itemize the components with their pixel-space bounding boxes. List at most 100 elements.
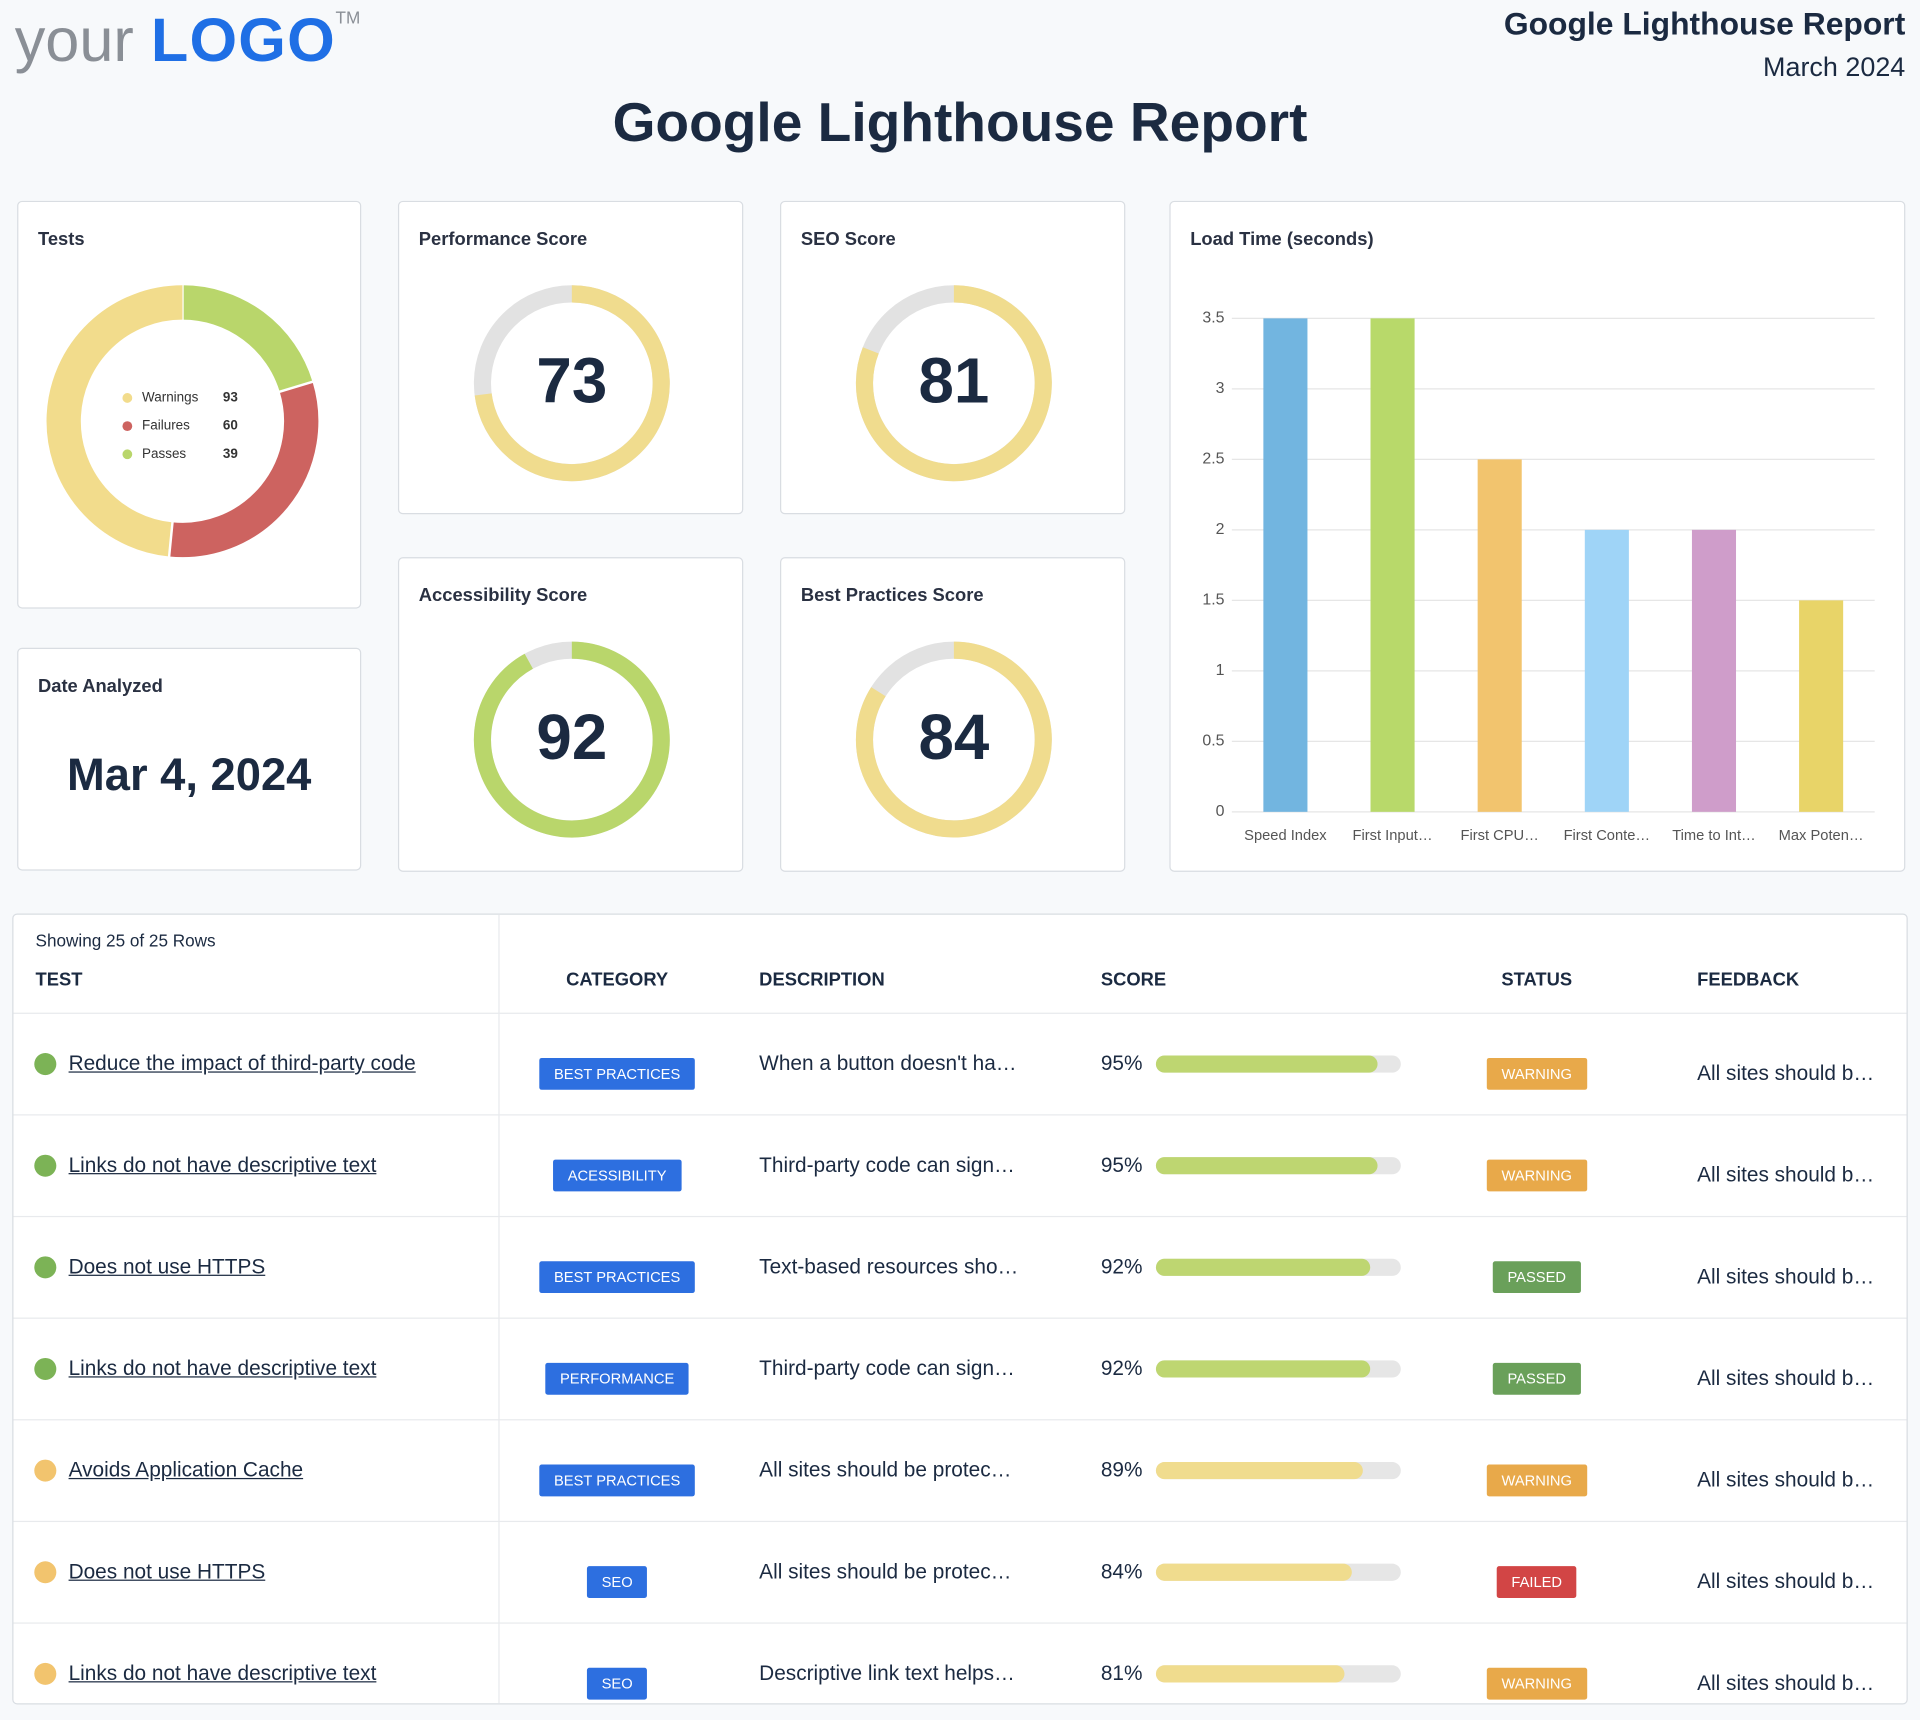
feedback: All sites should b…: [1697, 1366, 1875, 1390]
chart: 0 0.5 1 1.5 2 2.5 3 3.5 Speed Index First Input… F…: [1202, 310, 1875, 844]
card-title: Performance Score: [418, 228, 588, 250]
gauge-arc: [473, 641, 670, 838]
row-separator: [13, 1114, 1907, 1116]
x-tick-label: Speed Index: [1244, 828, 1327, 844]
category-badge: SEO: [586, 1667, 648, 1700]
score-bar: [1155, 1055, 1377, 1073]
legend-value: 60: [223, 418, 238, 433]
bar: [1370, 318, 1415, 812]
chart: 73: [473, 285, 670, 482]
card-title: Best Practices Score: [800, 585, 984, 607]
card-title: Load Time (seconds): [1190, 228, 1374, 250]
gauge-value: 84: [918, 702, 989, 773]
x-tick-label: First CPU…: [1461, 828, 1539, 844]
date-value: Mar 4, 2024: [67, 749, 312, 800]
table-caption: Showing 25 of 25 Rows: [35, 930, 216, 951]
report-title: Google Lighthouse Report: [1503, 4, 1906, 42]
gauge-value: 73: [536, 346, 607, 417]
category-badge: SEO: [586, 1566, 648, 1598]
column-header: FEEDBACK: [1697, 969, 1800, 991]
legend-label: Warnings: [142, 390, 199, 405]
score-bar: [1155, 1563, 1352, 1581]
y-tick-label: 0.5: [1202, 733, 1224, 750]
bar: [1799, 600, 1844, 812]
y-tick-label: 1.5: [1202, 592, 1224, 609]
score-bar: [1155, 1157, 1377, 1175]
donut-segment: [46, 285, 183, 557]
legend-dot: [122, 421, 133, 432]
test-link[interactable]: Links do not have descriptive text: [68, 1153, 377, 1177]
score-label: 95%: [1100, 1153, 1143, 1177]
test-link[interactable]: Does not use HTTPS: [68, 1560, 266, 1584]
column-header: STATUS: [1501, 969, 1573, 991]
description: When a button doesn't ha…: [759, 1051, 1017, 1076]
category-badge: BEST PRACTICES: [539, 1057, 695, 1090]
description: Descriptive link text helps…: [759, 1661, 1015, 1685]
card: Best Practices Score 84: [780, 557, 1126, 872]
feedback: All sites should b…: [1697, 1163, 1875, 1187]
test-link[interactable]: Does not use HTTPS: [68, 1255, 266, 1279]
y-tick-label: 2.5: [1202, 451, 1224, 468]
description: All sites should be protec…: [759, 1458, 1012, 1482]
status-dot: [34, 1053, 57, 1076]
description: Third-party code can sign…: [759, 1153, 1015, 1177]
card-title: SEO Score: [800, 228, 896, 250]
card: Date Analyzed Mar 4, 2024: [17, 647, 362, 871]
score-label: 92%: [1100, 1255, 1143, 1279]
score-label: 95%: [1100, 1051, 1143, 1076]
category-badge: BEST PRACTICES: [539, 1261, 695, 1294]
card: Accessibility Score 92: [397, 557, 744, 872]
status-dot: [34, 1459, 57, 1482]
gauge-arc: [474, 285, 670, 482]
feedback: All sites should b…: [1697, 1671, 1875, 1695]
card: Tests Warnings 93 Failures 60 Passes 39: [17, 200, 362, 609]
card: Load Time (seconds) 0 0.5 1 1.5 2 2.5 3 3.5 Speed…: [1169, 200, 1906, 872]
status-badge: FAILED: [1496, 1566, 1577, 1598]
status-dot: [34, 1256, 57, 1279]
chart: 92: [473, 641, 670, 838]
donut-segment: [181, 285, 313, 393]
y-tick-label: 0: [1216, 803, 1225, 820]
category-badge: BEST PRACTICES: [539, 1464, 695, 1497]
bar: [1584, 529, 1629, 812]
card-title: Date Analyzed: [37, 675, 163, 697]
score-label: 84%: [1100, 1560, 1143, 1584]
column-header: DESCRIPTION: [759, 969, 885, 991]
column-header: CATEGORY: [566, 969, 669, 991]
status-dot: [34, 1357, 57, 1380]
status-badge: WARNING: [1486, 1464, 1587, 1497]
logo-text: LOGO: [150, 6, 336, 75]
test-link[interactable]: Links do not have descriptive text: [68, 1356, 377, 1380]
chart: Warnings 93 Failures 60 Passes 39: [46, 284, 319, 558]
score-label: 92%: [1100, 1356, 1143, 1380]
logo: your LOGO TM: [15, 5, 361, 76]
report-date: March 2024: [1763, 51, 1906, 83]
category-badge: PERFORMANCE: [545, 1362, 689, 1395]
status-dot: [34, 1561, 57, 1584]
legend-value: 39: [223, 446, 238, 461]
column-header: TEST: [35, 969, 83, 991]
description: Third-party code can sign…: [759, 1356, 1015, 1380]
page-title: Google Lighthouse Report: [612, 90, 1308, 154]
status-badge: PASSED: [1492, 1362, 1581, 1395]
description: All sites should be protec…: [759, 1560, 1012, 1584]
card-title: Tests: [37, 228, 85, 250]
score-bar: [1155, 1258, 1370, 1276]
row-separator: [13, 1317, 1907, 1319]
status-dot: [34, 1662, 57, 1685]
category-badge: ACESSIBILITY: [553, 1159, 682, 1192]
legend-label: Passes: [142, 446, 186, 461]
test-link[interactable]: Reduce the impact of third-party code: [68, 1051, 416, 1076]
status-dot: [34, 1154, 57, 1177]
row-separator: [13, 1622, 1907, 1624]
description: Text-based resources sho…: [759, 1255, 1019, 1279]
separator: [498, 914, 500, 1704]
legend-dot: [122, 449, 133, 460]
score-bar: [1155, 1462, 1363, 1480]
test-link[interactable]: Avoids Application Cache: [68, 1458, 304, 1482]
test-link[interactable]: Links do not have descriptive text: [68, 1661, 377, 1685]
score-label: 89%: [1100, 1458, 1143, 1482]
feedback: All sites should b…: [1697, 1569, 1875, 1594]
